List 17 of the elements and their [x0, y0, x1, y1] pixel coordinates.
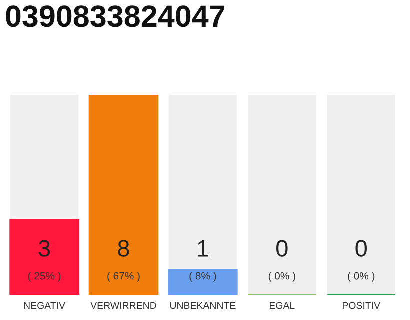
- x-tick-label: POSITIV: [342, 302, 381, 310]
- x-tick-label: VERWIRREND: [90, 302, 156, 310]
- chart-title: 0390833824047: [6, 6, 224, 28]
- annotation: ( 25% ): [28, 272, 61, 282]
- x-tick-label: NEGATIV: [24, 302, 66, 310]
- bar: [168, 269, 238, 296]
- annotation: ( 0% ): [268, 272, 296, 282]
- x-tick-label: UNBEKANNTE: [170, 302, 236, 310]
- data-label: 0: [276, 240, 288, 257]
- annotation: ( 8% ): [190, 272, 216, 282]
- annotation: ( 67% ): [108, 272, 140, 282]
- data-label: 8: [118, 240, 130, 257]
- annotation: ( 0% ): [348, 272, 375, 282]
- data-label: 3: [38, 240, 50, 257]
- x-tick-label: EGAL: [270, 302, 295, 310]
- data-label: 1: [198, 240, 208, 257]
- data-label: 0: [356, 240, 368, 257]
